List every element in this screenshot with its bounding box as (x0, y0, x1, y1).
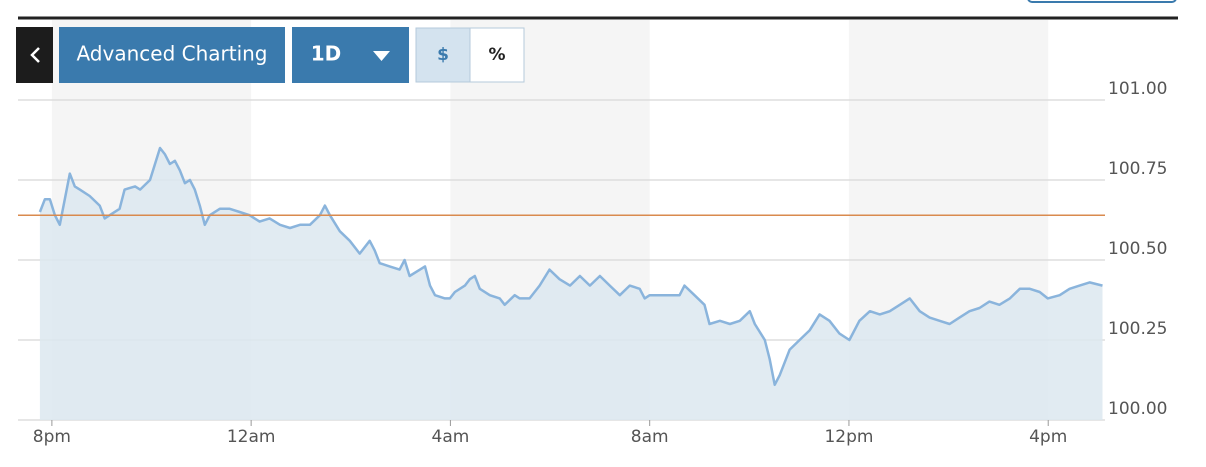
price-line (38, 146, 1103, 387)
y-tick-label: 100.50 (1108, 239, 1167, 259)
percent-button[interactable] (469, 27, 525, 83)
range-button[interactable] (292, 27, 409, 83)
y-tick-label: 100.00 (1108, 399, 1167, 419)
top-button[interactable] (1027, 0, 1177, 3)
button-label: 1D (311, 42, 342, 66)
back-icon (30, 47, 40, 63)
button-label: % (488, 45, 505, 65)
toolbar: Advanced Charting 1D $ % (16, 27, 525, 83)
x-tick-label: 4am (432, 427, 470, 447)
y-tick-label: 100.25 (1108, 319, 1167, 339)
button-label: $ (437, 45, 449, 65)
x-tick-label: 4pm (1029, 427, 1067, 447)
plot (18, 146, 1105, 420)
dollar-button[interactable] (415, 27, 471, 83)
back-button[interactable] (16, 27, 53, 83)
x-tick-label: 8pm (33, 427, 71, 447)
area (39, 148, 1103, 420)
y-tick-label: 100.75 (1108, 159, 1167, 179)
y-tick-label: 101.00 (1108, 79, 1167, 99)
advanced-charting-button[interactable] (59, 27, 285, 83)
x-tick-label: 12pm (824, 427, 873, 447)
dropdown-icon (373, 51, 390, 61)
x-tick-label: 8am (631, 427, 669, 447)
button-label: Advanced Charting (76, 42, 267, 66)
x-tick-label: 12am (227, 427, 276, 447)
